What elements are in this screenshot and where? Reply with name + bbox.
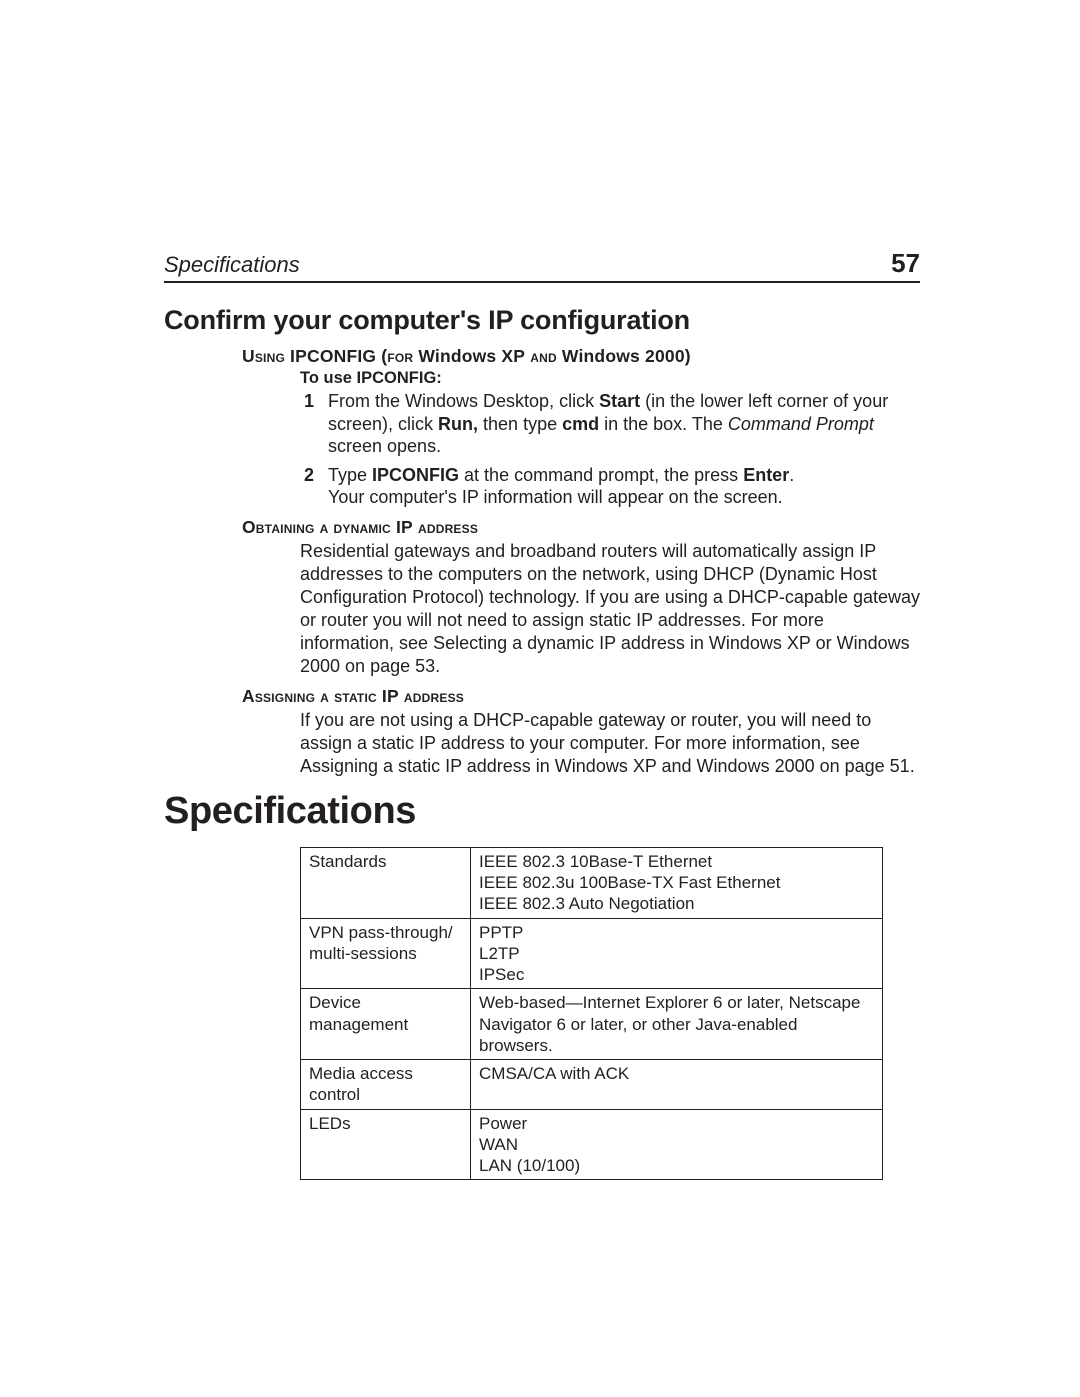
text: IP	[382, 686, 399, 706]
text: then type	[478, 414, 562, 434]
paragraph: Residential gateways and broadband route…	[300, 540, 920, 678]
text: 2000)	[640, 346, 691, 366]
page-number: 57	[891, 248, 920, 279]
spec-value: Web-based—Internet Explorer 6 or later, …	[471, 989, 883, 1060]
section-dynamic-ip: Obtaining a dynamic IP address Residenti…	[242, 517, 920, 678]
spec-key: LEDs	[301, 1109, 471, 1180]
text: (for	[376, 346, 418, 366]
table-row: StandardsIEEE 802.3 10Base-T EthernetIEE…	[301, 847, 883, 918]
list-item: 1 From the Windows Desktop, click Start …	[300, 390, 920, 458]
text-italic: Command Prompt	[728, 414, 874, 434]
text: in the box. The	[599, 414, 728, 434]
spec-key: Standards	[301, 847, 471, 918]
text-bold: Run,	[438, 414, 478, 434]
running-title: Specifications	[164, 252, 300, 278]
subheading-dynamic-ip: Obtaining a dynamic IP address	[242, 517, 920, 538]
steps-list: 1 From the Windows Desktop, click Start …	[300, 390, 920, 509]
spec-value: CMSA/CA with ACK	[471, 1060, 883, 1110]
spec-value: PPTPL2TPIPSec	[471, 918, 883, 989]
subheading-to-use-ipconfig: To use IPCONFIG:	[300, 369, 920, 388]
spec-value: PowerWANLAN (10/100)	[471, 1109, 883, 1180]
text: IP	[396, 517, 413, 537]
table-row: Device managementWeb-based—Internet Expl…	[301, 989, 883, 1060]
table-row: Media access controlCMSA/CA with ACK	[301, 1060, 883, 1110]
text: Assigning a static	[242, 686, 382, 706]
page: Specifications 57 Confirm your computer'…	[0, 0, 1080, 1397]
spec-value: IEEE 802.3 10Base-T EthernetIEEE 802.3u …	[471, 847, 883, 918]
table-row: VPN pass-through/multi-sessionsPPTPL2TPI…	[301, 918, 883, 989]
heading-confirm-ip: Confirm your computer's IP configuration	[164, 305, 920, 336]
spec-key: Media access control	[301, 1060, 471, 1110]
spec-key: Device management	[301, 989, 471, 1060]
step-number: 2	[300, 464, 314, 509]
specifications-table: StandardsIEEE 802.3 10Base-T EthernetIEE…	[300, 847, 883, 1181]
step-text: From the Windows Desktop, click Start (i…	[328, 390, 920, 458]
list-item: 2 Type IPCONFIG at the command prompt, t…	[300, 464, 920, 509]
content-area: Specifications 57 Confirm your computer'…	[164, 248, 920, 1180]
section-ipconfig: Using IPCONFIG (for Windows XP and Windo…	[242, 346, 920, 509]
text: Your computer's IP information will appe…	[328, 487, 783, 507]
running-head: Specifications 57	[164, 248, 920, 283]
step-number: 1	[300, 390, 314, 458]
heading-specifications: Specifications	[164, 790, 920, 833]
text: Obtaining a dynamic	[242, 517, 396, 537]
paragraph: If you are not using a DHCP-capable gate…	[300, 709, 920, 778]
text: address	[399, 686, 464, 706]
text: Windows XP	[418, 346, 525, 366]
text: Type	[328, 465, 372, 485]
text: Using	[242, 346, 290, 366]
spec-key: VPN pass-through/multi-sessions	[301, 918, 471, 989]
text: at the command prompt, the press	[459, 465, 743, 485]
text: Windows	[562, 346, 640, 366]
text: and	[525, 346, 562, 366]
text-bold: cmd	[562, 414, 599, 434]
section-static-ip: Assigning a static IP address If you are…	[242, 686, 920, 778]
text: .	[789, 465, 794, 485]
step-text: Type IPCONFIG at the command prompt, the…	[328, 464, 920, 509]
text: IPCONFIG	[290, 346, 376, 366]
text-bold: Enter	[743, 465, 789, 485]
text: From the Windows Desktop, click	[328, 391, 599, 411]
subheading-static-ip: Assigning a static IP address	[242, 686, 920, 707]
text-bold: IPCONFIG	[372, 465, 459, 485]
text: screen opens.	[328, 436, 441, 456]
text: address	[413, 517, 478, 537]
table-row: LEDsPowerWANLAN (10/100)	[301, 1109, 883, 1180]
text-bold: Start	[599, 391, 640, 411]
subheading-using-ipconfig: Using IPCONFIG (for Windows XP and Windo…	[242, 346, 920, 367]
